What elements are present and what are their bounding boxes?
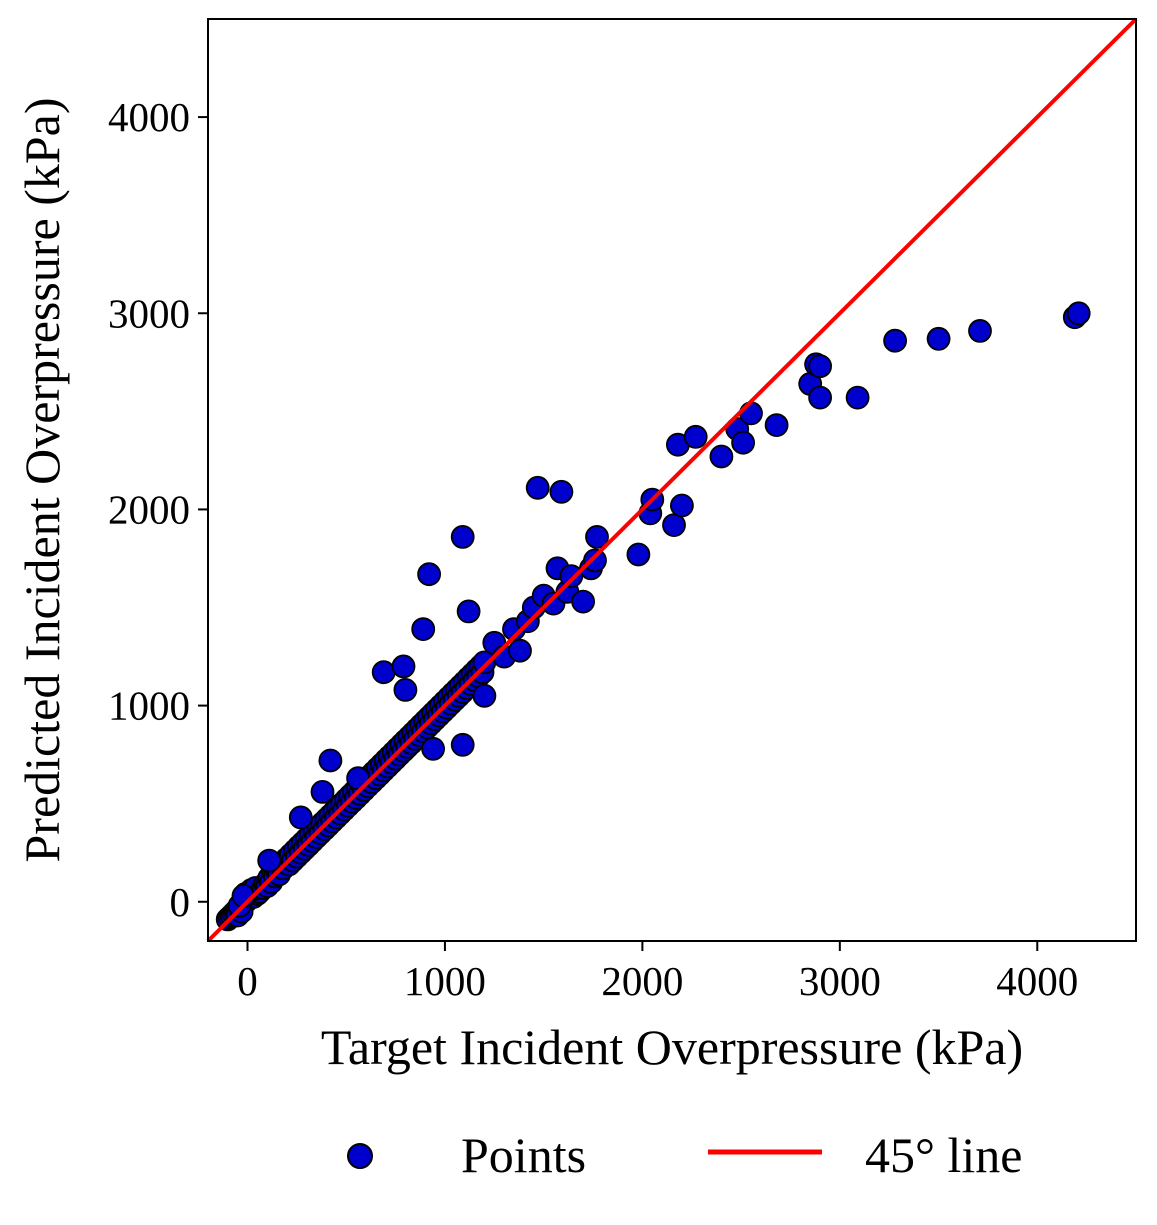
data-point (585, 525, 609, 549)
data-point (571, 589, 595, 614)
data-point (257, 848, 282, 873)
data-point (808, 354, 832, 379)
data-point (559, 564, 584, 588)
data-point (583, 548, 607, 573)
legend-points-marker (347, 1143, 373, 1169)
y-tick-label: 2000 (108, 486, 190, 532)
x-axis-title: Target Incident Overpressure (kPa) (321, 1019, 1023, 1075)
data-point (421, 736, 446, 761)
data-point (683, 424, 708, 449)
legend-points-label: Points (461, 1127, 586, 1183)
x-tick-label: 2000 (601, 958, 683, 1004)
data-point (626, 542, 651, 567)
y-axis-ticks: 0 1000 2000 3000 4000 (108, 94, 208, 925)
data-point (450, 525, 475, 549)
y-tick-label: 4000 (108, 94, 190, 140)
data-point (845, 385, 870, 410)
data-point (450, 732, 475, 757)
data-point (371, 660, 396, 685)
data-point (525, 475, 550, 500)
data-point (288, 805, 313, 830)
data-point (472, 683, 497, 708)
data-point (318, 748, 343, 773)
x-tick-label: 1000 (404, 958, 486, 1004)
data-point (731, 430, 755, 455)
data-point (670, 493, 694, 518)
data-point (310, 780, 335, 804)
data-point (456, 599, 481, 624)
data-point (1066, 301, 1091, 326)
y-axis-title: Predicted Incident Overpressure (kPa) (14, 98, 70, 863)
legend: Points 45° line (347, 1127, 1022, 1183)
data-point (549, 479, 574, 504)
x-tick-label: 3000 (799, 958, 881, 1004)
y-tick-label: 1000 (108, 683, 190, 729)
data-point (808, 385, 832, 410)
data-point (709, 444, 734, 469)
x-tick-label: 4000 (996, 958, 1078, 1004)
y-tick-label: 3000 (108, 290, 190, 336)
y-tick-label: 0 (170, 879, 191, 925)
data-point (968, 318, 992, 343)
data-point (391, 654, 416, 679)
plot-frame (207, 18, 1137, 942)
data-point (411, 617, 436, 641)
data-point (883, 328, 907, 353)
x-tick-label: 0 (237, 958, 258, 1004)
data-points (215, 301, 1091, 932)
reference-line-45deg (206, 17, 1138, 943)
data-point (472, 650, 497, 675)
x-axis-ticks: 0 1000 2000 3000 4000 (237, 941, 1078, 1004)
data-point (508, 638, 532, 663)
data-point (393, 678, 418, 702)
data-point (926, 326, 951, 351)
data-point (739, 401, 763, 426)
data-point (417, 562, 442, 587)
data-point (764, 413, 789, 438)
data-point (662, 513, 686, 537)
legend-line-label: 45° line (865, 1127, 1022, 1183)
reference-line-layer (206, 17, 1138, 943)
